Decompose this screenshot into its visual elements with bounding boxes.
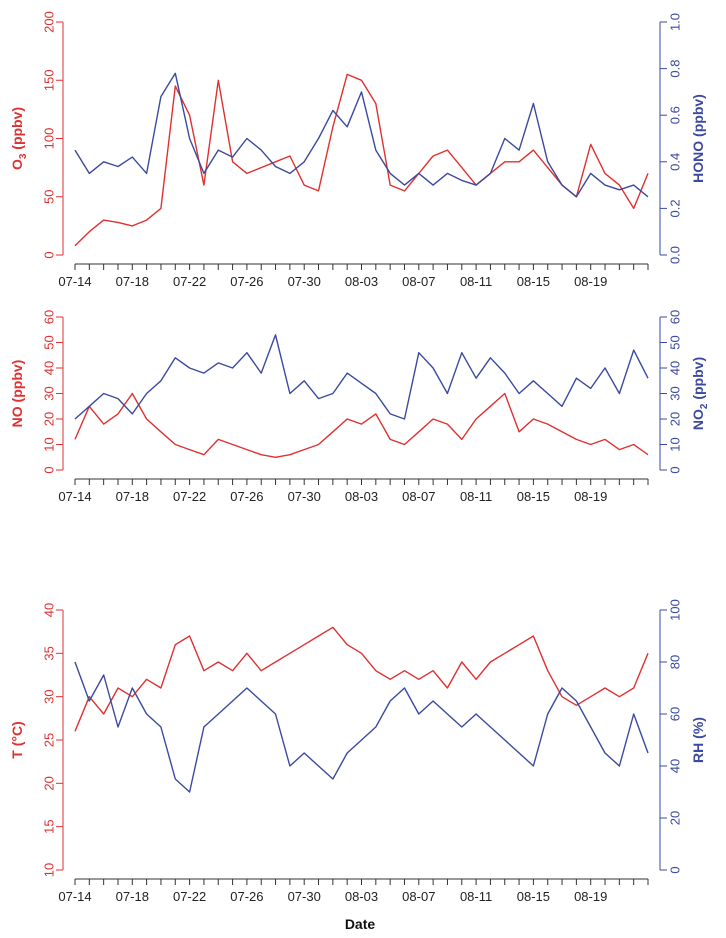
x-tick-label: 08-19 xyxy=(574,274,607,289)
right-tick-label: 80 xyxy=(667,655,682,669)
series-line-o3 xyxy=(74,73,649,247)
left-tick-label: 50 xyxy=(41,335,56,349)
right-tick-label: 40 xyxy=(667,759,682,773)
series-line-t xyxy=(74,626,649,732)
x-tick-label: 08-07 xyxy=(402,889,435,904)
left-axis-label-main: NO (ppbv) xyxy=(9,360,25,428)
right-axis-label-main: RH (%) xyxy=(690,717,706,763)
right-axis-label: NO2 (ppbv) xyxy=(690,357,710,430)
left-tick-label: 200 xyxy=(41,11,56,33)
right-tick-label: 20 xyxy=(667,811,682,825)
x-tick-label: 07-22 xyxy=(173,274,206,289)
right-tick-label: 100 xyxy=(667,599,682,621)
x-tick-label: 08-03 xyxy=(345,274,378,289)
right-tick-label: 20 xyxy=(667,412,682,426)
x-tick-label: 08-19 xyxy=(574,889,607,904)
left-tick-label: 0 xyxy=(41,251,56,258)
x-tick-label: 08-07 xyxy=(402,489,435,504)
x-tick-label: 08-19 xyxy=(574,489,607,504)
series-line-hono xyxy=(74,72,649,198)
x-tick-label: 08-11 xyxy=(460,489,492,504)
right-axis-label-rest: (ppbv) xyxy=(690,357,706,404)
x-tick-label: 08-15 xyxy=(517,889,550,904)
x-tick-label: 07-18 xyxy=(116,274,149,289)
x-tick-label: 08-11 xyxy=(460,274,492,289)
x-tick-label: 07-22 xyxy=(173,889,206,904)
left-axis-label-sub: 3 xyxy=(18,153,29,159)
series-line-no2 xyxy=(74,334,649,420)
x-tick-label: 07-30 xyxy=(288,489,321,504)
left-tick-label: 40 xyxy=(41,361,56,375)
right-tick-label: 50 xyxy=(667,335,682,349)
left-tick-label: 20 xyxy=(41,776,56,790)
right-tick-label: 0 xyxy=(667,866,682,873)
x-tick-label: 07-18 xyxy=(116,489,149,504)
right-tick-label: 30 xyxy=(667,386,682,400)
series-line-rh xyxy=(74,661,649,793)
right-tick-label: 10 xyxy=(667,437,682,451)
x-tick-label: 07-26 xyxy=(230,489,263,504)
x-tick-label: 08-03 xyxy=(345,489,378,504)
left-tick-label: 60 xyxy=(41,310,56,324)
x-tick-label: 07-14 xyxy=(58,889,91,904)
left-tick-label: 30 xyxy=(41,689,56,703)
left-tick-label: 10 xyxy=(41,437,56,451)
x-tick-label: 07-26 xyxy=(230,274,263,289)
right-tick-label: 60 xyxy=(667,707,682,721)
left-axis-label: NO (ppbv) xyxy=(9,360,25,428)
right-tick-label: 0.2 xyxy=(667,199,682,217)
left-axis-label-rest: (ppbv) xyxy=(9,107,25,154)
x-tick-label: 07-14 xyxy=(58,489,91,504)
x-tick-label: 08-11 xyxy=(460,889,492,904)
right-tick-label: 40 xyxy=(667,361,682,375)
left-tick-label: 10 xyxy=(41,863,56,877)
right-tick-label: 60 xyxy=(667,310,682,324)
left-axis-label-main: O xyxy=(9,159,25,170)
right-tick-label: 1.0 xyxy=(667,13,682,31)
x-tick-label: 08-03 xyxy=(345,889,378,904)
left-tick-label: 40 xyxy=(41,603,56,617)
x-tick-label: 07-30 xyxy=(288,889,321,904)
right-tick-label: 0 xyxy=(667,466,682,473)
left-tick-label: 100 xyxy=(41,128,56,150)
left-axis-label-main: T (°C) xyxy=(9,721,25,758)
x-tick-label: 07-18 xyxy=(116,889,149,904)
x-tick-label: 08-15 xyxy=(517,489,550,504)
right-axis-label: HONO (ppbv) xyxy=(690,94,706,183)
series-line-no xyxy=(74,392,649,458)
left-tick-label: 50 xyxy=(41,190,56,204)
x-tick-label: 07-14 xyxy=(58,274,91,289)
x-tick-label: 07-22 xyxy=(173,489,206,504)
right-axis-label-sub: 2 xyxy=(699,403,710,409)
x-tick-label: 08-07 xyxy=(402,274,435,289)
right-tick-label: 0.4 xyxy=(667,153,682,171)
left-tick-label: 35 xyxy=(41,646,56,660)
left-tick-label: 15 xyxy=(41,819,56,833)
left-tick-label: 0 xyxy=(41,466,56,473)
x-tick-label: 08-15 xyxy=(517,274,550,289)
left-axis-label: T (°C) xyxy=(9,721,25,758)
left-tick-label: 150 xyxy=(41,69,56,91)
right-tick-label: 0.8 xyxy=(667,60,682,78)
left-tick-label: 25 xyxy=(41,733,56,747)
right-axis-label: RH (%) xyxy=(690,717,706,763)
right-axis-label-main: NO xyxy=(690,409,706,430)
left-axis-label: O3 (ppbv) xyxy=(9,107,29,170)
x-tick-label: 07-30 xyxy=(288,274,321,289)
x-axis-label: Date xyxy=(345,916,376,932)
right-tick-label: 0.6 xyxy=(667,106,682,124)
left-tick-label: 30 xyxy=(41,386,56,400)
x-tick-label: 07-26 xyxy=(230,889,263,904)
right-tick-label: 0.0 xyxy=(667,246,682,264)
left-tick-label: 20 xyxy=(41,412,56,426)
